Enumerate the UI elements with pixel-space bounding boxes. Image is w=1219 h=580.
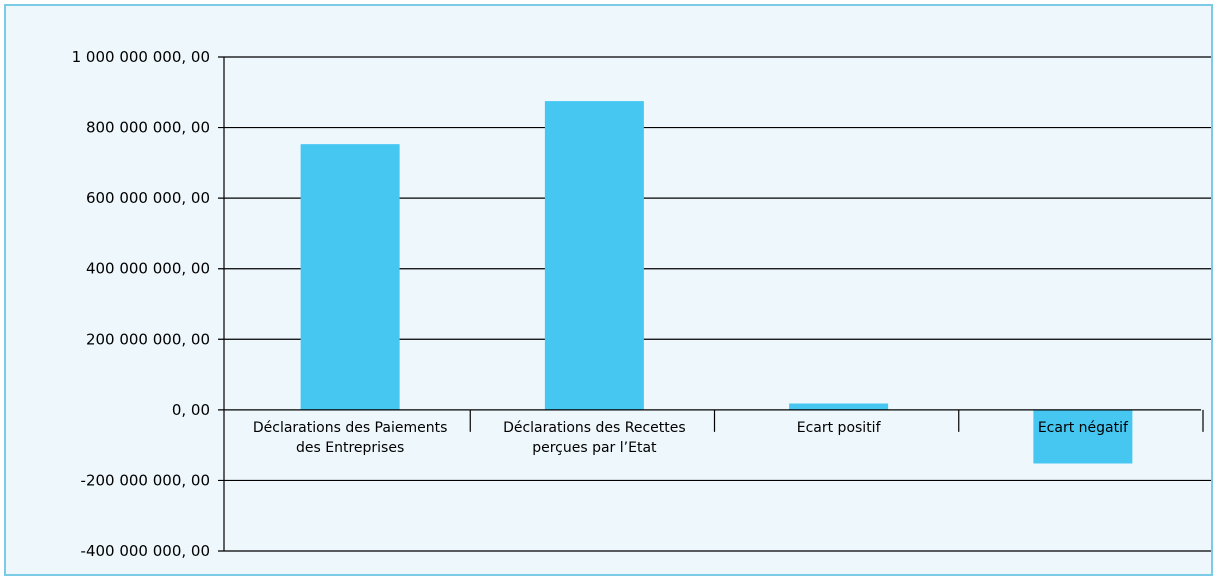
bar bbox=[544, 101, 644, 410]
labels: 1 000 000 000, 00 800 000 000, 00 600 000 … bbox=[72, 48, 1129, 560]
y-tick-label: 200 000 000, 00 bbox=[86, 330, 210, 348]
bar bbox=[1033, 409, 1133, 464]
y-tick-label: 600 000 000, 00 bbox=[86, 189, 210, 207]
x-tick-label: Déclarations des Paiements des Entreprise… bbox=[253, 420, 448, 456]
y-tick-label: 400 000 000, 00 bbox=[86, 260, 210, 278]
axes bbox=[218, 57, 1204, 551]
y-tick-label: 0, 00 bbox=[172, 401, 210, 419]
x-tick-label: Ecart positif bbox=[797, 420, 882, 436]
bars bbox=[300, 101, 1133, 464]
bar-chart: 1 000 000 000, 00 800 000 000, 00 600 000 … bbox=[72, 48, 1211, 560]
x-tick-label: Ecart négatif bbox=[1038, 420, 1129, 436]
y-tick-label: -200 000 000, 00 bbox=[81, 471, 210, 489]
y-tick-label: 1 000 000 000, 00 bbox=[72, 48, 210, 66]
chart-frame: 1 000 000 000, 00 800 000 000, 00 600 000 … bbox=[4, 4, 1213, 576]
y-tick-label: 800 000 000, 00 bbox=[86, 119, 210, 137]
bar bbox=[300, 144, 400, 410]
y-tick-label: -400 000 000, 00 bbox=[81, 542, 210, 560]
bar bbox=[789, 403, 889, 410]
x-tick-label: Déclarations des Recettes perçues par l’E… bbox=[503, 420, 686, 456]
